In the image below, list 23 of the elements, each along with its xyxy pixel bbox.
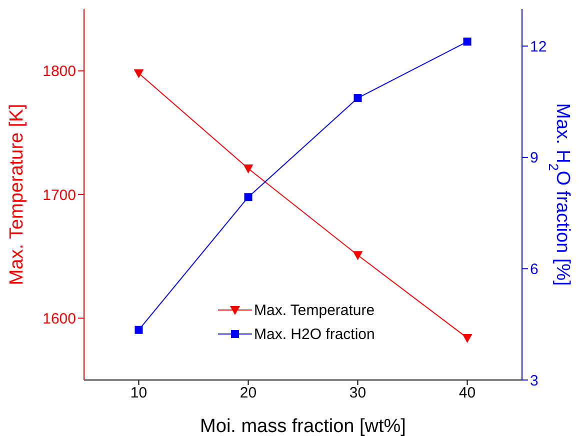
y-tick-label: 1800 (42, 63, 76, 80)
legend-label: Max. H2O fraction (254, 326, 375, 342)
y2-tick-label: 9 (530, 150, 538, 167)
x-tick-label: 40 (458, 384, 476, 402)
x-tick-label: 10 (130, 384, 148, 402)
point (352, 251, 363, 260)
y2-tick-label: 3 (530, 372, 538, 390)
x-tick-label: 30 (349, 384, 366, 402)
y-axis-title: Max. Temperature [K] (6, 104, 28, 286)
y2-tick-label: 12 (530, 38, 547, 56)
point (134, 69, 144, 78)
x-axis-title: Moi. mass fraction [wt%] (200, 416, 406, 437)
point (243, 164, 254, 174)
y-tick-label: 1600 (42, 310, 76, 328)
x-tick-label: 20 (240, 384, 257, 402)
legend-label: Max. Temperature (254, 302, 375, 318)
y-tick-label: 1700 (42, 186, 76, 204)
point (462, 334, 472, 343)
point (134, 326, 143, 334)
point (354, 94, 362, 102)
y2-tick-label: 6 (530, 261, 538, 278)
point (463, 38, 472, 46)
point (244, 193, 252, 202)
